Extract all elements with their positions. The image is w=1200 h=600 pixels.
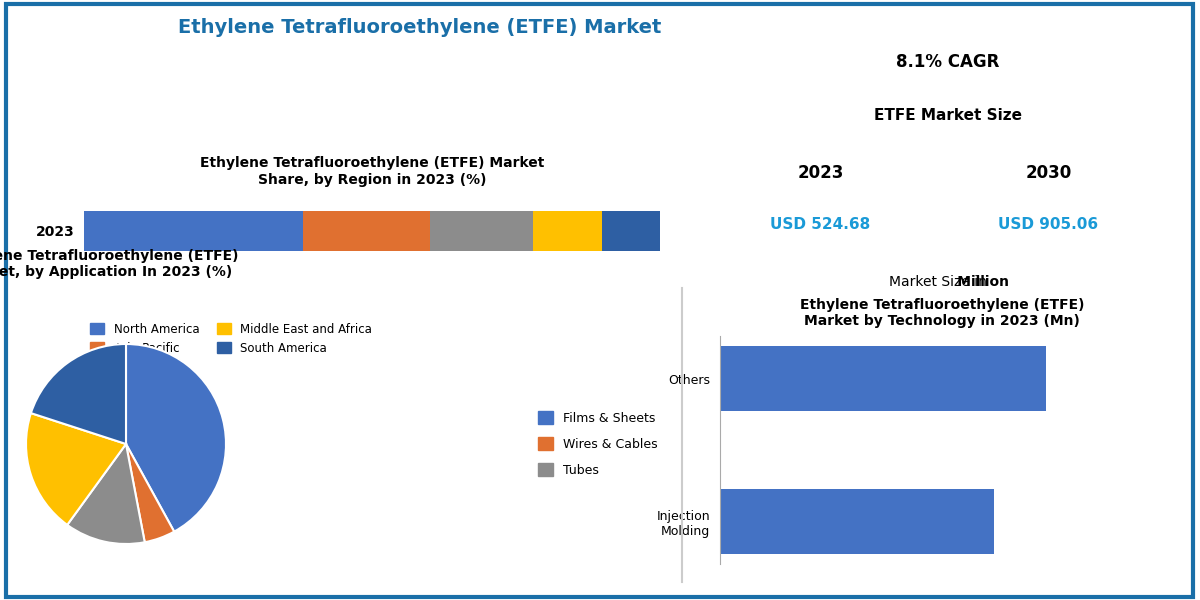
Wedge shape — [31, 344, 126, 444]
Title: Ethylene Tetrafluoroethylene (ETFE)
Market by Technology in 2023 (Mn): Ethylene Tetrafluoroethylene (ETFE) Mark… — [799, 298, 1085, 328]
Text: 8.1% CAGR: 8.1% CAGR — [896, 53, 1000, 71]
Text: 2023: 2023 — [797, 164, 844, 182]
Bar — [430, 211, 533, 251]
Wedge shape — [126, 344, 226, 532]
Bar — [602, 211, 660, 251]
Wedge shape — [67, 444, 145, 544]
Legend: Films & Sheets, Wires & Cables, Tubes: Films & Sheets, Wires & Cables, Tubes — [539, 411, 658, 477]
Text: Ethylene Tetrafluoroethylene (ETFE)
Market, by Application In 2023 (%): Ethylene Tetrafluoroethylene (ETFE) Mark… — [0, 249, 239, 279]
Bar — [302, 211, 430, 251]
Bar — [720, 346, 1045, 410]
Bar — [720, 490, 994, 554]
Text: USD 524.68: USD 524.68 — [770, 217, 870, 232]
Text: Market Size in: Market Size in — [889, 275, 991, 289]
Text: ETFE Market Size: ETFE Market Size — [874, 109, 1022, 124]
Wedge shape — [126, 444, 174, 542]
Text: USD 905.06: USD 905.06 — [998, 217, 1098, 232]
Legend: North America, Asia-Pacific, Europe, Middle East and Africa, South America: North America, Asia-Pacific, Europe, Mid… — [90, 323, 372, 374]
Wedge shape — [26, 413, 126, 525]
Text: 2030: 2030 — [1025, 164, 1072, 182]
Bar — [533, 211, 602, 251]
Text: Ethylene Tetrafluoroethylene (ETFE) Market: Ethylene Tetrafluoroethylene (ETFE) Mark… — [179, 18, 661, 37]
Bar — [84, 211, 302, 251]
Title: Ethylene Tetrafluoroethylene (ETFE) Market
Share, by Region in 2023 (%): Ethylene Tetrafluoroethylene (ETFE) Mark… — [200, 157, 544, 187]
Text: Million: Million — [889, 275, 1009, 289]
